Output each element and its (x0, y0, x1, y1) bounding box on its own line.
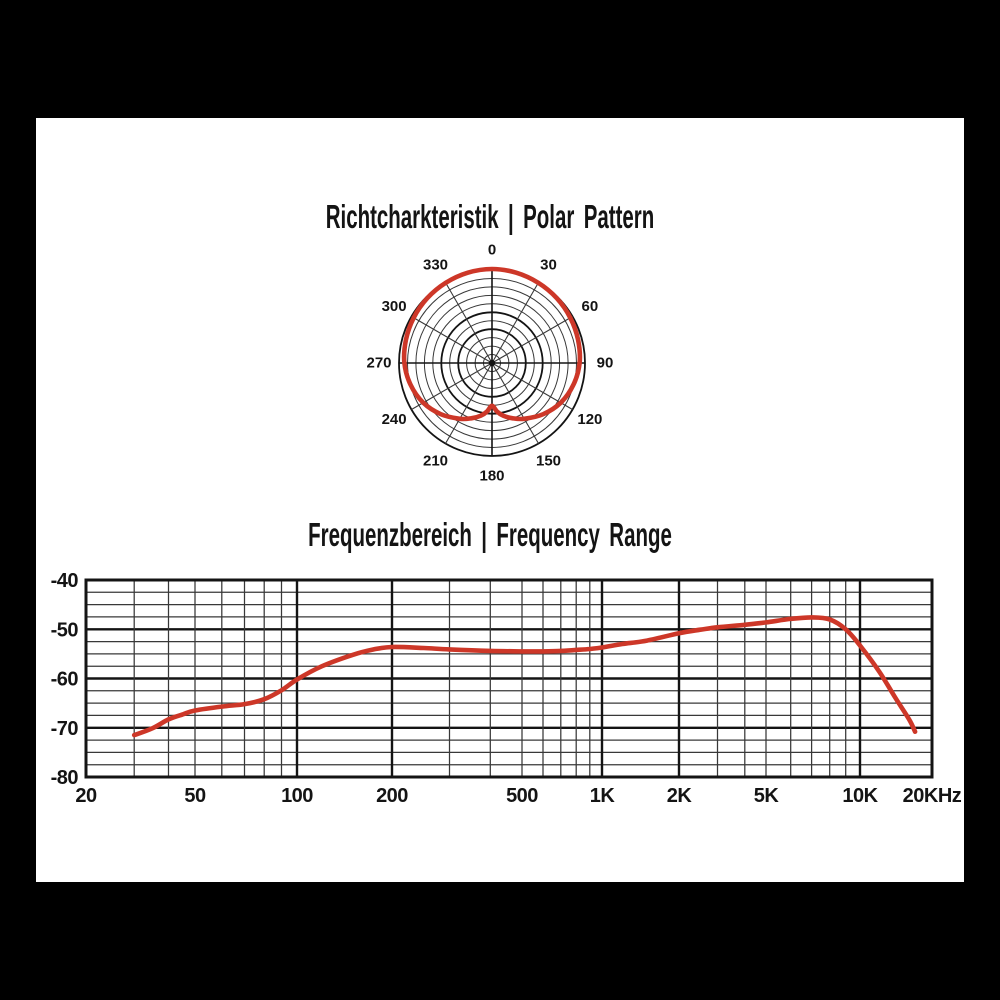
polar-angle-label: 0 (488, 242, 496, 259)
polar-grid-spoke (445, 365, 491, 444)
freq-y-tick-label: -60 (51, 669, 79, 691)
frequency-response-curve (131, 615, 918, 738)
polar-center-dot (488, 359, 496, 367)
polar-grid-spoke (411, 316, 490, 362)
polar-pattern-title: Richtcharkteristik | Polar Pattern (325, 198, 655, 235)
freq-x-tick-label: 500 (506, 785, 538, 807)
freq-y-tick-label: -80 (51, 767, 79, 789)
freq-x-tick-label: 20 (75, 785, 97, 807)
polar-grid-spoke (445, 282, 491, 361)
freq-x-tick-label: 100 (281, 785, 313, 807)
freq-x-tick-label: 50 (184, 785, 206, 807)
freq-y-tick-label: -40 (51, 570, 79, 592)
polar-angle-label: 90 (597, 355, 614, 372)
polar-response-curve (401, 266, 583, 422)
polar-angle-label: 180 (479, 468, 504, 485)
frequency-range-title: Frequenzbereich | Frequency Range (308, 516, 672, 553)
freq-x-tick-label: 1K (590, 785, 616, 807)
freq-y-tick-label: -50 (51, 619, 79, 641)
polar-angle-label: 150 (536, 452, 561, 469)
freq-x-tick-label: 2K (667, 785, 693, 807)
polar-grid-spoke (493, 365, 539, 444)
polar-angle-label: 210 (423, 452, 448, 469)
polar-angle-label: 240 (382, 411, 407, 428)
polar-angle-label: 60 (582, 298, 599, 315)
freq-x-tick-label: 20KHz (903, 785, 962, 807)
freq-x-tick-label: 5K (754, 785, 780, 807)
content-card (36, 118, 964, 882)
freq-x-tick-label: 10K (842, 785, 878, 807)
freq-y-tick-label: -70 (51, 718, 79, 740)
polar-angle-label: 120 (577, 411, 602, 428)
polar-angle-label: 300 (382, 298, 407, 315)
freq-x-tick-label: 200 (376, 785, 408, 807)
polar-angle-label: 270 (366, 355, 391, 372)
polar-grid-spoke (493, 282, 539, 361)
polar-angle-label: 30 (540, 257, 557, 274)
freq-plot-border (84, 578, 934, 779)
polar-grid-spoke (494, 316, 573, 362)
polar-angle-label: 330 (423, 257, 448, 274)
